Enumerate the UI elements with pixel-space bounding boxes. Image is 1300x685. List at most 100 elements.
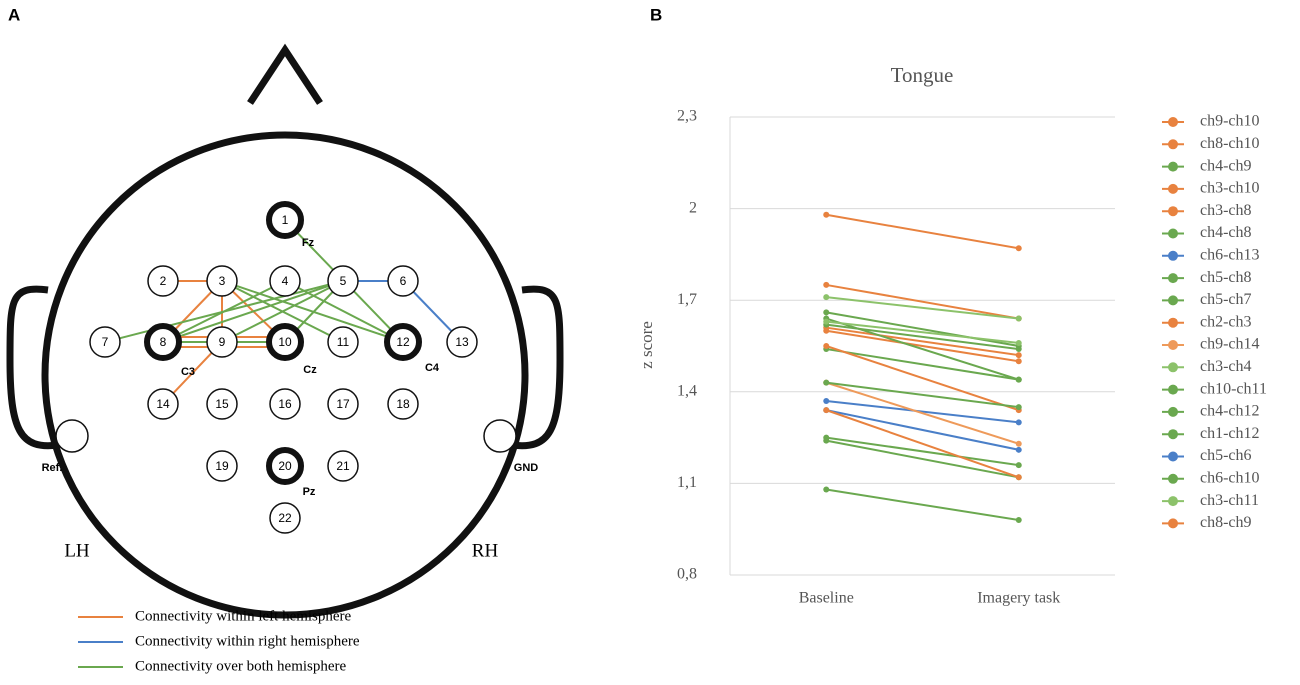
legend-label: ch3-ch8: [1200, 202, 1252, 219]
connection: [221, 280, 404, 343]
electrode-label: 4: [282, 274, 289, 288]
legend-label: ch3-ch4: [1200, 358, 1252, 375]
legend-label: Connectivity within left hemisphere: [135, 608, 352, 624]
electrode: [387, 265, 419, 297]
site-label: C3: [181, 366, 195, 378]
series-line: [826, 348, 1019, 381]
electrode-label: 1: [282, 213, 289, 227]
ref-electrode: [55, 419, 89, 453]
electrode: [206, 326, 238, 358]
y-tick-label: 2,3: [677, 108, 697, 125]
legend-label: ch6-ch10: [1200, 469, 1260, 486]
y-tick-label: 1,4: [677, 382, 697, 399]
data-point: [1015, 404, 1022, 411]
site-label: Pz: [303, 486, 316, 498]
legend-marker: [1168, 117, 1178, 127]
y-tick-label: 2: [689, 199, 697, 216]
electrode-label: 6: [400, 274, 407, 288]
data-point: [823, 211, 830, 218]
electrode: [266, 323, 304, 361]
electrode-label: 3: [219, 274, 226, 288]
data-point: [1015, 352, 1022, 359]
series-line: [825, 409, 1020, 479]
electrode: [206, 450, 238, 482]
data-point: [823, 486, 830, 493]
data-point: [823, 327, 830, 334]
electrode-label: 15: [215, 397, 229, 411]
legend-label: ch5-ch8: [1200, 269, 1252, 286]
chart-title: Tongue: [891, 63, 954, 87]
legend-label: ch3-ch11: [1200, 492, 1259, 509]
series-line: [826, 311, 1019, 347]
series-line: [826, 296, 1019, 320]
site-label: Fz: [302, 237, 315, 249]
series-line: [826, 381, 1019, 409]
electrode-label: 13: [455, 335, 469, 349]
legend-label: ch4-ch12: [1200, 403, 1260, 420]
electrode: [206, 388, 238, 420]
electrode-label: 21: [336, 459, 350, 473]
legend-marker: [1168, 295, 1178, 306]
legend-label: Connectivity over both hemisphere: [135, 658, 347, 674]
connection: [162, 280, 286, 343]
legend-label: ch2-ch3: [1200, 313, 1252, 330]
series-line: [825, 345, 1020, 412]
legend-label: ch10-ch11: [1200, 380, 1267, 397]
electrode: [446, 326, 478, 358]
electrode-label: 16: [278, 397, 292, 411]
electrode: [269, 388, 301, 420]
electrode-label: 17: [336, 397, 350, 411]
connection: [284, 280, 404, 343]
data-point: [823, 379, 830, 386]
data-point: [823, 294, 830, 301]
legend-marker: [1168, 518, 1178, 529]
connection: [162, 280, 344, 343]
legend-label: ch5-ch7: [1200, 291, 1252, 308]
panel-label: B: [650, 5, 662, 24]
hemisphere-label: RH: [472, 540, 499, 561]
data-point: [823, 437, 830, 444]
electrode: [147, 388, 179, 420]
electrode: [147, 265, 179, 297]
series-line: [826, 213, 1019, 250]
legend-marker: [1168, 317, 1178, 328]
data-point: [1015, 440, 1022, 447]
electrode: [206, 265, 238, 297]
data-point: [1015, 358, 1022, 365]
left-ear: [6, 285, 59, 450]
electrode: [327, 388, 359, 420]
site-label: Cz: [303, 364, 317, 376]
data-point: [1015, 462, 1022, 469]
reference-label: Ref.: [42, 462, 63, 474]
data-point: [1015, 419, 1022, 426]
electrode: [269, 502, 301, 534]
electrode-label: 5: [340, 274, 347, 288]
electrode: [327, 326, 359, 358]
y-axis-label: z score: [637, 321, 656, 369]
series-line: [826, 323, 1019, 351]
data-point: [1015, 339, 1022, 346]
legend-label: ch9-ch10: [1200, 113, 1260, 130]
electrode: [387, 388, 419, 420]
series-line: [825, 381, 1020, 445]
series-line: [826, 326, 1019, 357]
electrode-label: 10: [278, 335, 292, 349]
legend-marker: [1168, 273, 1178, 284]
data-point: [1015, 346, 1022, 353]
hemisphere-label: LH: [64, 540, 90, 561]
series-line: [826, 409, 1019, 451]
panel-label: A: [8, 5, 20, 24]
electrode-label: 2: [160, 274, 167, 288]
legend-marker: [1168, 139, 1178, 150]
data-point: [1015, 315, 1022, 322]
gnd-electrode: [483, 419, 517, 453]
legend-label: ch8-ch9: [1200, 514, 1252, 531]
x-tick-label: Imagery task: [977, 590, 1060, 607]
electrode-label: 12: [396, 335, 410, 349]
series-line: [826, 399, 1019, 424]
legend-label: ch4-ch9: [1200, 157, 1252, 174]
legend-marker: [1168, 384, 1178, 395]
data-point: [1015, 517, 1022, 524]
x-tick-label: Baseline: [799, 590, 854, 607]
